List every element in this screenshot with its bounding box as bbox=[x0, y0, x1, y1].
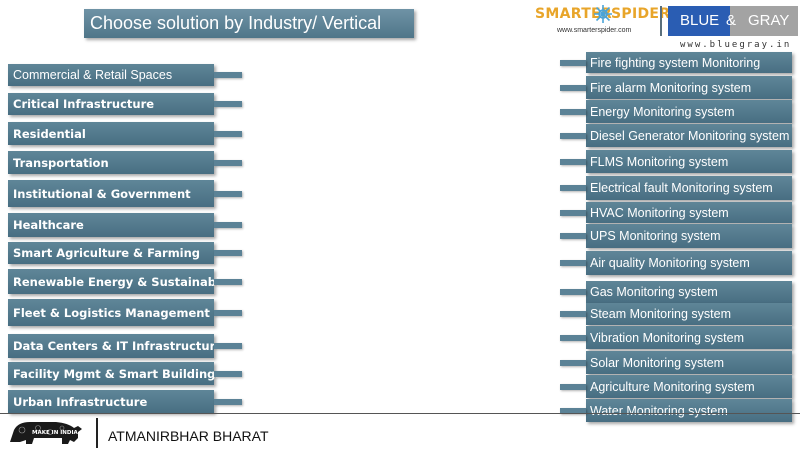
solution-button-diesel-generator[interactable]: Diesel Generator Monitoring system bbox=[560, 124, 792, 147]
industry-label: Facility Mgmt & Smart Buildings bbox=[13, 366, 223, 381]
industry-label: Healthcare bbox=[13, 218, 84, 232]
connector-tab bbox=[560, 233, 586, 239]
solution-label: FLMS Monitoring system bbox=[590, 154, 729, 169]
connector-tab bbox=[214, 398, 242, 405]
connector-tab bbox=[560, 359, 586, 366]
bluegray-logo-gray-text: GRAY bbox=[748, 12, 790, 29]
solution-button-ups[interactable]: UPS Monitoring system bbox=[560, 224, 792, 248]
connector-tab bbox=[560, 158, 586, 165]
industry-button-fleet-logistics[interactable]: Fleet & Logistics Management bbox=[8, 299, 242, 326]
industry-button-critical-infrastructure[interactable]: Critical Infrastructure bbox=[8, 93, 242, 115]
footer-vertical-divider bbox=[96, 418, 98, 448]
solution-button-electrical-fault[interactable]: Electrical fault Monitoring system bbox=[560, 176, 792, 200]
industry-button-transportation[interactable]: Transportation bbox=[8, 151, 242, 174]
solution-button-hvac[interactable]: HVAC Monitoring system bbox=[560, 202, 792, 223]
make-in-india-lion-logo: MAKE IN INDIA bbox=[10, 422, 82, 444]
connector-tab bbox=[560, 407, 586, 414]
smarter-spider-url[interactable]: www.smarterspider.com bbox=[557, 27, 632, 34]
industry-label: Fleet & Logistics Management bbox=[13, 305, 210, 320]
solution-button-steam[interactable]: Steam Monitoring system bbox=[560, 303, 792, 325]
industry-label: Transportation bbox=[13, 155, 109, 170]
solution-button-gas[interactable]: Gas Monitoring system bbox=[560, 281, 792, 303]
connector-tab bbox=[560, 108, 586, 115]
connector-tab bbox=[560, 209, 586, 216]
solution-button-fire-alarm[interactable]: Fire alarm Monitoring system bbox=[560, 76, 792, 99]
solution-label: Water Monitoring system bbox=[590, 403, 728, 418]
industry-label: Critical Infrastructure bbox=[13, 97, 155, 111]
industry-label: Smart Agriculture & Farming bbox=[13, 246, 201, 260]
connector-tab bbox=[214, 222, 242, 228]
solution-label: Energy Monitoring system bbox=[590, 104, 735, 119]
industry-button-smart-agriculture[interactable]: Smart Agriculture & Farming bbox=[8, 242, 242, 264]
industry-label: Data Centers & IT Infrastructure bbox=[13, 339, 224, 353]
page-title: Choose solution by Industry/ Vertical bbox=[84, 9, 414, 38]
connector-tab bbox=[214, 370, 242, 377]
connector-tab bbox=[214, 130, 242, 137]
solution-label: Gas Monitoring system bbox=[590, 285, 718, 299]
solution-label: Fire alarm Monitoring system bbox=[590, 80, 752, 95]
connector-tab bbox=[560, 334, 586, 341]
connector-tab bbox=[214, 101, 242, 107]
industry-button-urban-infrastructure[interactable]: Urban Infrastructure bbox=[8, 390, 242, 413]
solution-button-water[interactable]: Water Monitoring system bbox=[560, 399, 792, 422]
solution-label: Solar Monitoring system bbox=[590, 355, 725, 370]
solution-label: Electrical fault Monitoring system bbox=[590, 181, 773, 195]
smarter-spider-logo-left-text: SMARTER bbox=[535, 6, 612, 22]
connector-tab bbox=[560, 185, 586, 191]
industry-button-commercial-retail[interactable]: Commercial & Retail Spaces bbox=[8, 64, 242, 86]
industry-button-facility-mgmt[interactable]: Facility Mgmt & Smart Buildings bbox=[8, 362, 242, 385]
connector-tab bbox=[560, 260, 586, 266]
spider-star-icon bbox=[594, 5, 612, 23]
make-in-india-text: MAKE IN INDIA bbox=[32, 430, 78, 436]
footer-tagline: ATMANIRBHAR BHARAT bbox=[108, 428, 269, 444]
connector-tab bbox=[214, 72, 242, 78]
solution-label: HVAC Monitoring system bbox=[590, 205, 729, 220]
industry-label: Renewable Energy & Sustainability bbox=[13, 274, 241, 289]
footer-divider-line bbox=[0, 413, 800, 414]
industry-button-residential[interactable]: Residential bbox=[8, 122, 242, 145]
solution-button-solar[interactable]: Solar Monitoring system bbox=[560, 351, 792, 374]
industry-button-institutional-government[interactable]: Institutional & Government bbox=[8, 180, 242, 207]
connector-tab bbox=[560, 311, 586, 317]
connector-tab bbox=[560, 84, 586, 91]
connector-tab bbox=[214, 190, 242, 197]
connector-tab bbox=[560, 132, 586, 139]
solution-label: Diesel Generator Monitoring system bbox=[590, 128, 790, 143]
solution-button-fire-fighting[interactable]: Fire fighting system Monitoring bbox=[560, 52, 792, 73]
solution-label: Fire fighting system Monitoring bbox=[590, 55, 761, 70]
smarter-spider-logo-right-text: SPIDER bbox=[611, 6, 671, 22]
solution-button-vibration[interactable]: Vibration Monitoring system bbox=[560, 326, 792, 349]
solution-label: UPS Monitoring system bbox=[590, 229, 721, 243]
industry-label: Urban Infrastructure bbox=[13, 394, 148, 409]
solution-label: Vibration Monitoring system bbox=[590, 330, 745, 345]
bluegray-logo: BLUE & GRAY bbox=[668, 6, 798, 36]
connector-tab bbox=[214, 159, 242, 166]
industry-button-renewable-energy[interactable]: Renewable Energy & Sustainability bbox=[8, 269, 242, 294]
connector-tab bbox=[214, 278, 242, 285]
smarter-spider-logo: SMARTER SPIDER www.smarterspider.com bbox=[533, 4, 670, 40]
connector-tab bbox=[560, 383, 586, 390]
industry-label: Commercial & Retail Spaces bbox=[13, 68, 173, 82]
connector-tab bbox=[560, 59, 586, 66]
solution-label: Air quality Monitoring system bbox=[590, 256, 750, 270]
connector-tab bbox=[560, 289, 586, 295]
solution-button-flms[interactable]: FLMS Monitoring system bbox=[560, 150, 792, 173]
solution-button-agriculture[interactable]: Agriculture Monitoring system bbox=[560, 375, 792, 398]
bluegray-url[interactable]: www.bluegray.in bbox=[680, 40, 792, 50]
industry-label: Residential bbox=[13, 126, 86, 141]
logo-divider bbox=[660, 6, 662, 36]
connector-tab bbox=[214, 343, 242, 349]
bluegray-logo-ampersand: & bbox=[726, 12, 737, 29]
connector-tab bbox=[214, 250, 242, 256]
industry-label: Institutional & Government bbox=[13, 186, 191, 201]
solution-button-air-quality[interactable]: Air quality Monitoring system bbox=[560, 251, 792, 275]
bluegray-logo-blue-text: BLUE bbox=[680, 12, 720, 29]
industry-button-healthcare[interactable]: Healthcare bbox=[8, 213, 242, 237]
solution-label: Steam Monitoring system bbox=[590, 307, 732, 321]
solution-button-energy[interactable]: Energy Monitoring system bbox=[560, 100, 792, 123]
solution-label: Agriculture Monitoring system bbox=[590, 379, 755, 394]
connector-tab bbox=[214, 309, 242, 316]
industry-button-data-centers[interactable]: Data Centers & IT Infrastructure bbox=[8, 334, 242, 358]
